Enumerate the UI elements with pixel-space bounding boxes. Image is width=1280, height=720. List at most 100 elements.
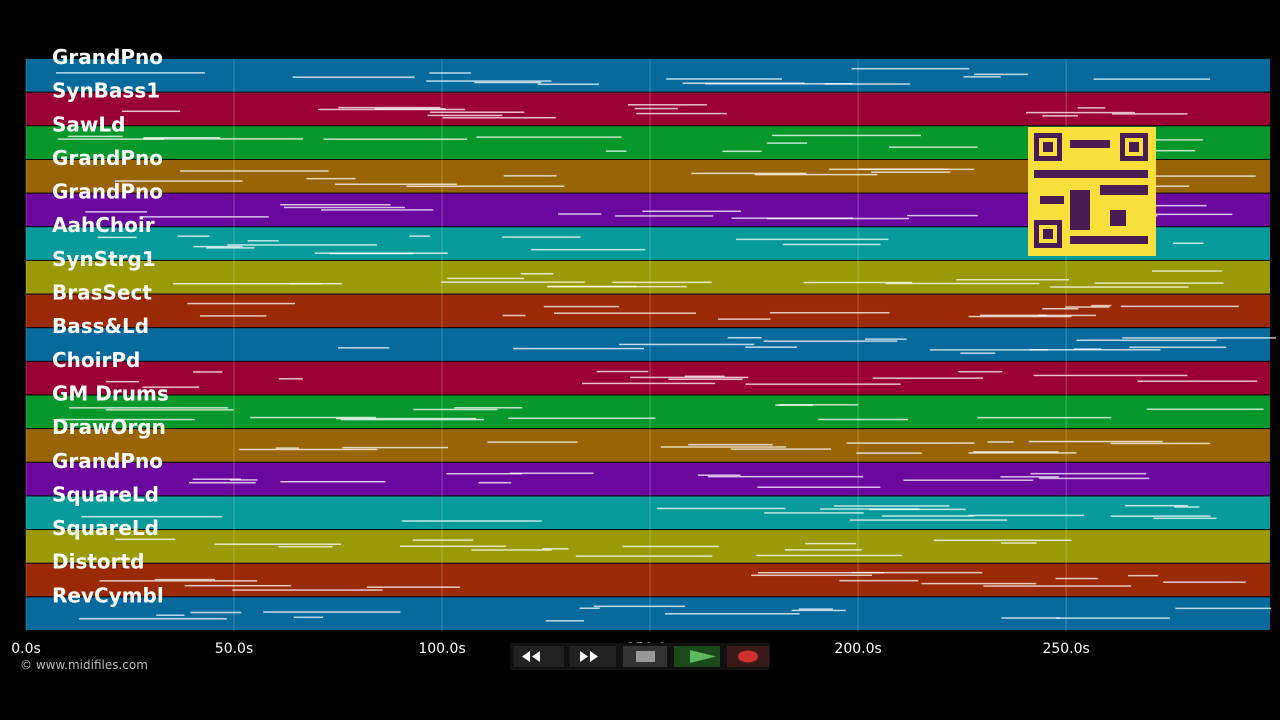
note-run	[656, 507, 786, 510]
play-button[interactable]	[674, 646, 720, 667]
note-run	[537, 83, 599, 86]
note-run	[509, 472, 594, 475]
qr-code	[1028, 127, 1156, 256]
note-run	[192, 478, 241, 480]
note-run	[115, 538, 176, 541]
note-run	[968, 514, 1085, 517]
note-run	[1055, 577, 1098, 580]
note-run	[987, 441, 1014, 443]
note-run	[791, 609, 846, 612]
note-run	[856, 452, 922, 454]
note-run	[97, 236, 137, 239]
note-run	[1127, 574, 1159, 577]
note-run	[881, 515, 974, 517]
note-run	[508, 417, 656, 420]
note-run	[426, 80, 552, 82]
note-run	[682, 82, 805, 84]
note-run	[67, 135, 123, 138]
track-name: GM Drums	[52, 381, 169, 405]
note-run	[206, 247, 255, 249]
note-run	[958, 370, 1003, 373]
note-run	[731, 217, 853, 219]
note-run	[232, 589, 383, 591]
note-run	[105, 409, 234, 411]
note-run	[406, 185, 565, 187]
note-run	[531, 248, 646, 251]
note-run	[442, 116, 556, 119]
note-run	[227, 244, 377, 246]
note-run	[636, 112, 727, 115]
note-run	[605, 150, 627, 152]
note-run	[977, 416, 1112, 419]
note-run	[250, 416, 376, 419]
note-run	[983, 585, 1131, 587]
note-run	[1038, 314, 1096, 317]
note-run	[1119, 204, 1207, 207]
note-run	[320, 209, 434, 211]
note-run	[979, 314, 1048, 317]
note-run	[283, 206, 406, 209]
note-run	[1122, 337, 1276, 339]
note-run	[409, 235, 431, 237]
track-name: Distortd	[52, 550, 144, 574]
note-run	[230, 479, 258, 481]
note-run	[340, 418, 485, 421]
note-run	[872, 377, 984, 379]
track-name: BrasSect	[52, 281, 152, 305]
note-run	[1146, 408, 1264, 411]
note-run	[1091, 304, 1112, 307]
note-run	[1042, 115, 1078, 117]
note-run	[487, 441, 578, 443]
stop-button[interactable]	[623, 646, 667, 667]
track-name: RevCymbl	[52, 583, 164, 607]
track-name: ChoirPd	[52, 348, 140, 372]
note-run	[334, 183, 457, 186]
track-name: SynStrg1	[52, 247, 156, 271]
note-run	[1000, 476, 1059, 478]
track-band	[26, 59, 1270, 92]
note-run	[757, 486, 881, 488]
note-run	[1030, 472, 1147, 475]
note-run	[956, 278, 1069, 281]
note-run	[929, 349, 1049, 351]
rewind-button[interactable]	[514, 646, 564, 667]
note-run	[612, 281, 712, 284]
record-button[interactable]	[727, 646, 769, 667]
note-run	[188, 481, 256, 484]
track-name: SawLd	[52, 112, 125, 136]
note-run	[85, 211, 148, 213]
note-run	[581, 382, 716, 385]
note-run	[1124, 504, 1188, 507]
note-run	[933, 539, 1072, 542]
note-run	[1152, 270, 1223, 272]
note-run	[184, 584, 292, 587]
note-run	[412, 539, 474, 541]
note-run	[968, 452, 1077, 454]
note-run	[1029, 349, 1161, 351]
note-run	[56, 72, 205, 74]
note-run	[114, 180, 243, 182]
note-run	[338, 106, 441, 109]
note-run	[193, 371, 223, 373]
note-run	[1076, 339, 1217, 342]
note-run	[366, 586, 461, 588]
note-run	[292, 76, 415, 78]
note-run	[503, 175, 557, 177]
track-band	[26, 395, 1270, 429]
note-run	[239, 448, 378, 451]
note-run	[593, 605, 685, 608]
note-run	[1112, 113, 1188, 115]
note-run	[727, 336, 762, 339]
note-run	[314, 252, 448, 254]
note-run	[864, 338, 907, 340]
note-run	[193, 245, 243, 248]
note-run	[1173, 242, 1204, 245]
note-run	[824, 83, 911, 85]
note-run	[502, 314, 526, 317]
note-run	[745, 383, 901, 385]
track-name: SquareLd	[52, 516, 159, 540]
note-run	[247, 240, 279, 242]
forward-button[interactable]	[570, 646, 616, 667]
note-run	[973, 451, 1059, 453]
note-run	[177, 235, 210, 237]
